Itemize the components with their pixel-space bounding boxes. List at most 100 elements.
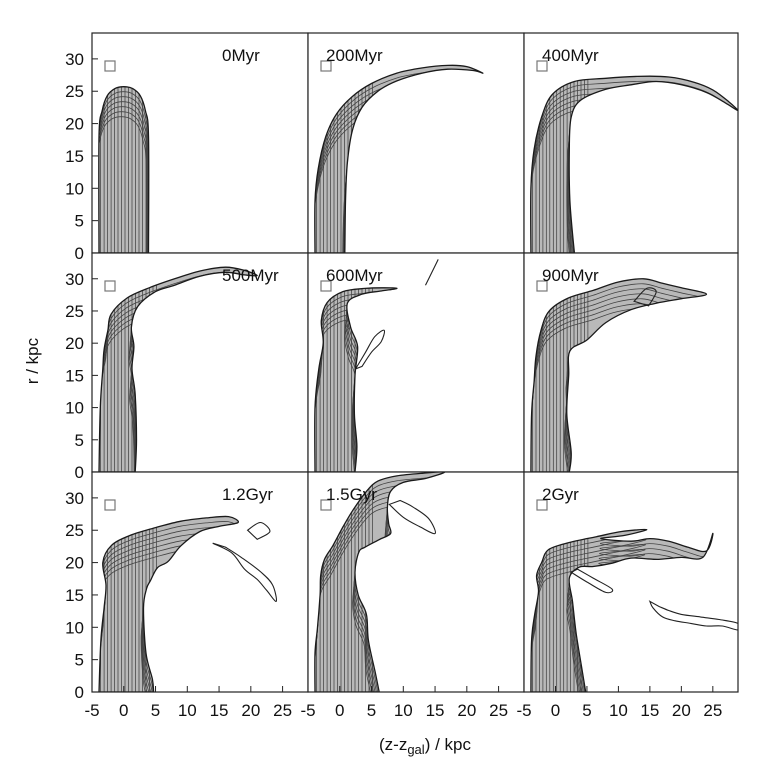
gas-region-600Myr [314,287,397,472]
y-tick-label: 20 [65,334,84,353]
outer-contour-2Gyr [530,528,714,692]
x-tick-label: 15 [426,701,445,720]
panel-time-label: 1.5Gyr [326,485,377,504]
x-tick-label: -5 [84,701,99,720]
y-tick-label: 5 [75,212,84,231]
outer-contour-0Myr [98,86,150,253]
panel-0Myr: 0Myr [91,32,309,254]
stripped-gas-filament-1.5Gyr-1 [388,499,436,535]
x-tick-label: 25 [273,701,292,720]
x-tick-label: 10 [609,701,628,720]
y-tick-label: 30 [65,50,84,69]
y-axis-label: r / kpc [23,337,42,384]
stripped-gas-filament-2Gyr-2 [648,600,738,631]
outer-contour-500Myr [98,266,258,472]
x-tick-label: 5 [151,701,160,720]
gas-region-200Myr [314,65,483,253]
legend-marker-box [320,280,332,292]
panel-frame [523,471,739,693]
stripped-gas-filament-900Myr-1 [633,287,657,307]
y-tick-label: 5 [75,651,84,670]
y-tick-label: 5 [75,431,84,450]
y-tick-label: 15 [65,147,84,166]
panel-200Myr: 200Myr [307,32,525,254]
y-tick-label: 30 [65,489,84,508]
panel-time-label: 500Myr [222,266,279,285]
panel-time-label: 600Myr [326,266,383,285]
x-tick-label: 20 [241,701,260,720]
x-tick-label: 0 [119,701,128,720]
panel-2Gyr: 2Gyr [523,471,739,693]
y-tick-label: 0 [75,683,84,702]
x-tick-label: 10 [394,701,413,720]
y-tick-label: 30 [65,270,84,289]
x-tick-label: -5 [300,701,315,720]
x-tick-label: 20 [672,701,691,720]
y-tick-label: 10 [65,399,84,418]
outer-contour-1.2Gyr [98,515,240,692]
gas-region-1.2Gyr [99,516,239,692]
gas-region-400Myr [530,76,738,253]
x-tick-label: 25 [703,701,722,720]
panel-500Myr: 500Myr [91,252,309,473]
y-tick-label: 10 [65,179,84,198]
panel-600Myr: 600Myr [307,252,525,473]
density-contours-0Myr [98,86,149,253]
y-tick-label: 25 [65,302,84,321]
gas-region-1.5Gyr [314,472,445,692]
legend-marker-box [536,499,548,511]
panel-time-label: 900Myr [542,266,599,285]
x-tick-label: -5 [516,701,531,720]
panel-time-label: 2Gyr [542,485,579,504]
outer-contour-1.5Gyr [314,472,446,692]
gas-region-900Myr [530,278,707,472]
legend-marker-box [320,499,332,511]
y-tick-label: 0 [75,463,84,482]
legend-marker-box [104,499,116,511]
x-tick-label: 10 [178,701,197,720]
stripped-gas-filament-600Myr-2 [425,259,439,286]
stripped-gas-filament-600Myr-1 [354,329,386,371]
x-tick-label: 5 [582,701,591,720]
outer-contour-400Myr [530,75,738,253]
stripped-gas-filament-2Gyr-1 [570,568,614,594]
outer-contour-200Myr [314,64,484,253]
legend-marker-box [536,280,548,292]
axis-labels: r / kpc (z-zgal) / kpc [23,337,471,757]
outer-contour-600Myr [314,287,398,472]
x-tick-label: 0 [551,701,560,720]
y-tick-label: 20 [65,554,84,573]
x-tick-label: 20 [457,701,476,720]
x-axis-label-sub: gal [407,742,424,757]
x-tick-label: 15 [210,701,229,720]
x-axis-label-tail: ) / kpc [425,735,472,754]
panel-900Myr: 900Myr [523,252,739,473]
panel-1.5Gyr: 1.5Gyr [307,471,525,693]
panel-1.2Gyr: 1.2Gyr [91,471,309,693]
panel-time-label: 0Myr [222,46,260,65]
x-tick-label: 25 [489,701,508,720]
y-tick-label: 15 [65,586,84,605]
panel-time-label: 400Myr [542,46,599,65]
panel-grid: 0Myr 200Myr 400Myr 500Myr 600Myr 900Myr 1.2Gyr… [91,32,739,693]
y-tick-label: 15 [65,366,84,385]
stripped-gas-filament-1.2Gyr-1 [212,542,277,602]
outer-contour-900Myr [530,278,708,472]
y-tick-label: 10 [65,618,84,637]
x-tick-label: 0 [335,701,344,720]
y-tick-label: 0 [75,244,84,263]
legend-marker-box [536,60,548,72]
x-tick-label: 5 [367,701,376,720]
y-tick-label: 25 [65,521,84,540]
panel-400Myr: 400Myr [523,32,739,254]
y-tick-label: 25 [65,82,84,101]
x-tick-label: 15 [640,701,659,720]
legend-marker-box [104,280,116,292]
stripped-gas-filament-1.2Gyr-2 [246,521,271,540]
x-axis-label-main: (z-z [379,735,407,754]
panel-time-label: 200Myr [326,46,383,65]
x-axis-label: (z-zgal) / kpc [379,735,471,757]
legend-marker-box [104,60,116,72]
